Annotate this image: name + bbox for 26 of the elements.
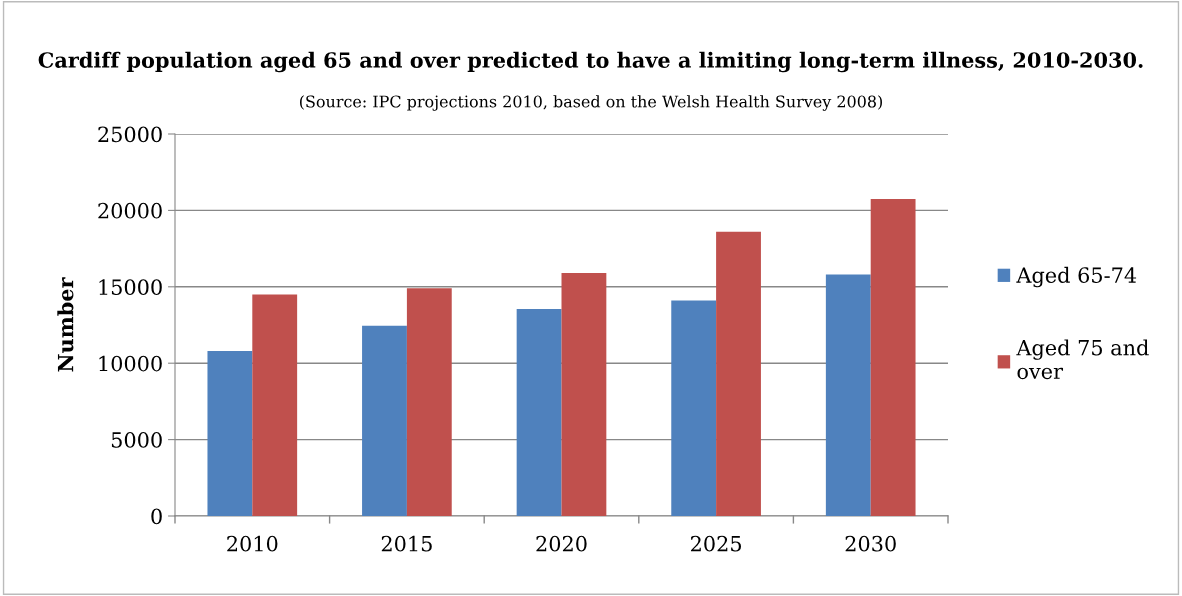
bar bbox=[252, 294, 298, 516]
y-tick-label: 0 bbox=[151, 508, 162, 525]
legend-label: Aged 75 and over bbox=[1016, 339, 1149, 380]
bar bbox=[207, 350, 253, 516]
bar bbox=[671, 300, 717, 516]
bar bbox=[561, 273, 607, 516]
y-tick-label: 15000 bbox=[99, 279, 162, 296]
bar bbox=[716, 231, 761, 516]
y-tick-label: 5000 bbox=[111, 432, 162, 448]
bar bbox=[825, 274, 871, 516]
chart-title: Cardiff population aged 65 and over predicted to have a limiting long-term illness, 2010-2030. bbox=[38, 51, 1143, 73]
bar bbox=[362, 325, 407, 516]
legend-label: Aged 65-74 bbox=[1016, 266, 1137, 288]
bar bbox=[406, 288, 452, 516]
x-tick-label: 2025 bbox=[691, 535, 741, 552]
y-tick-label: 25000 bbox=[98, 126, 162, 143]
x-tick-label: 2030 bbox=[845, 535, 896, 552]
y-axis-title: Number bbox=[57, 277, 74, 372]
x-tick-label: 2020 bbox=[536, 535, 587, 552]
bar bbox=[516, 308, 562, 516]
y-tick-label: 10000 bbox=[99, 355, 162, 372]
bar bbox=[870, 198, 916, 516]
text: (Source: IPC projections 2010, based on the Welsh Health Survey 2008) bbox=[300, 95, 882, 111]
x-tick-label: 2015 bbox=[381, 535, 432, 552]
x-tick-label: 2010 bbox=[227, 535, 278, 552]
y-tick-label: 20000 bbox=[98, 202, 162, 219]
